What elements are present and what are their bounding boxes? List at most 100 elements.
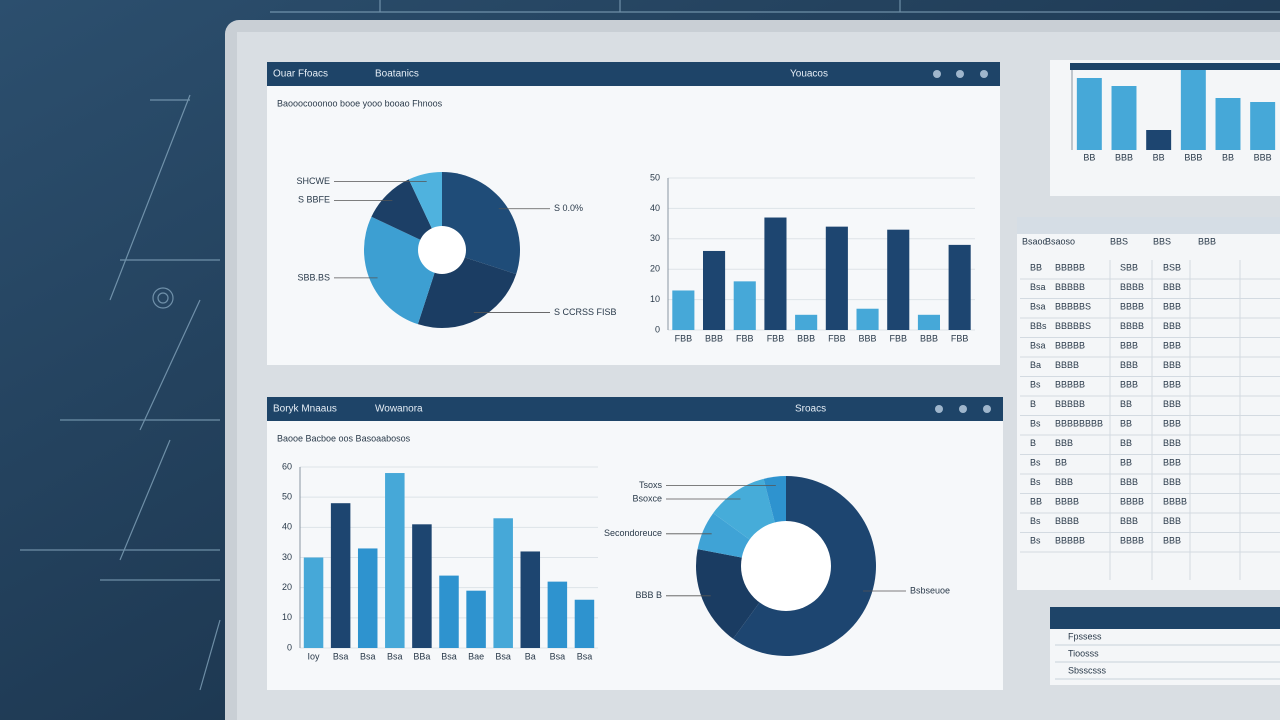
x-tick-label: BBB — [920, 333, 938, 343]
table-cell: BBBBBS — [1055, 321, 1091, 331]
table-cell: BBBB — [1055, 496, 1079, 506]
x-tick-label: BBB — [859, 333, 877, 343]
table-cell: BBB — [1120, 477, 1138, 487]
bar — [493, 518, 513, 648]
slice-label: S BBFE — [298, 195, 330, 205]
table-cell: BB — [1055, 457, 1067, 467]
y-tick-label: 10 — [650, 294, 660, 304]
table-cell: BBBBB — [1055, 340, 1085, 350]
y-tick-label: 30 — [282, 552, 292, 562]
y-tick-label: 40 — [282, 522, 292, 532]
table-cell: BB — [1030, 262, 1042, 272]
table-cell: BBB — [1163, 438, 1181, 448]
table-cell: BBB — [1163, 477, 1181, 487]
table-cell: BB — [1120, 418, 1132, 428]
table-cell: BBBBB — [1055, 282, 1085, 292]
table-cell: Bsa — [1030, 282, 1046, 292]
bar — [385, 473, 405, 648]
panel-title: Ouar Ffoacs — [273, 69, 328, 80]
bar — [1215, 98, 1241, 150]
header-icons — [933, 70, 988, 78]
table-cell: BB — [1120, 438, 1132, 448]
panel-title: Boryk Mnaaus — [273, 404, 337, 415]
table-cell: BBB — [1120, 340, 1138, 350]
panel-caption: Baooe Bacboe oos Basoaabosos — [277, 433, 411, 443]
table-cell: BBB — [1163, 360, 1181, 370]
table-cell: BBB — [1163, 399, 1181, 409]
bar — [887, 229, 910, 330]
table-cell: BBB — [1163, 340, 1181, 350]
x-tick-label: FBB — [675, 333, 693, 343]
table-cell: Bs — [1030, 477, 1041, 487]
table-toolbar — [1017, 217, 1280, 234]
x-tick-label: BBB — [797, 333, 815, 343]
pie-hole — [741, 521, 831, 611]
table-cell: Bsa — [1030, 340, 1046, 350]
bar — [303, 557, 324, 648]
table-header: BBS — [1110, 236, 1128, 246]
bar — [1250, 102, 1276, 150]
x-tick-label: BBB — [1184, 152, 1202, 162]
table-cell: BBBBBS — [1055, 301, 1091, 311]
table-cell: Bs — [1030, 418, 1041, 428]
table-cell: Bsa — [1030, 301, 1046, 311]
x-tick-label: BBB — [1254, 152, 1272, 162]
table-cell: BBB — [1163, 418, 1181, 428]
table-cell: BBs — [1030, 321, 1047, 331]
list-item: Tioosss — [1068, 648, 1099, 658]
panel-caption: Baooocooonoo booe yooo booao Fhnoos — [277, 98, 443, 108]
bar — [1180, 70, 1206, 150]
x-tick-label: Bsa — [441, 651, 457, 661]
blueprint-lines — [20, 0, 1280, 691]
table-cell: BBBB — [1120, 321, 1144, 331]
slice-label: BBB B — [635, 590, 662, 600]
x-tick-label: FBB — [828, 333, 846, 343]
table-cell: BBBB — [1055, 360, 1079, 370]
table-cell: B — [1030, 399, 1036, 409]
y-tick-label: 0 — [655, 324, 660, 334]
table-cell: BBBB — [1120, 535, 1144, 545]
table-cell: BSB — [1163, 262, 1181, 272]
bar — [412, 524, 432, 648]
x-tick-label: FBB — [951, 333, 969, 343]
y-tick-label: 20 — [650, 264, 660, 274]
panel-subtitle: Wowanora — [375, 404, 423, 415]
x-tick-label: BB — [1222, 152, 1234, 162]
table-cell: Bs — [1030, 516, 1041, 526]
x-tick-label: Bsa — [360, 651, 376, 661]
table-cell: Bs — [1030, 535, 1041, 545]
bar — [825, 226, 848, 330]
table-cell: BBB — [1163, 516, 1181, 526]
bar — [702, 250, 726, 330]
x-tick-label: Bae — [468, 651, 484, 661]
x-tick-label: BB — [1153, 152, 1165, 162]
bar — [547, 581, 568, 648]
table-cell: B — [1030, 438, 1036, 448]
list-item: Fpssess — [1068, 631, 1102, 641]
slice-label: Bsbseuoe — [910, 585, 950, 595]
table-header: Bsaoso — [1045, 236, 1075, 246]
table-cell: BB — [1120, 457, 1132, 467]
table-cell: BBBB — [1120, 496, 1144, 506]
y-tick-label: 50 — [282, 492, 292, 502]
y-tick-label: 40 — [650, 203, 660, 213]
table-cell: BBBBB — [1055, 399, 1085, 409]
x-tick-label: BBB — [1115, 152, 1133, 162]
x-tick-label: Ioy — [308, 651, 321, 661]
x-tick-label: Bsa — [577, 651, 593, 661]
table-cell: BBBB — [1120, 301, 1144, 311]
table-cell: BBB — [1163, 282, 1181, 292]
table-header: Bsaoc — [1022, 236, 1048, 246]
bar — [1111, 86, 1137, 150]
table-cell: BBB — [1163, 301, 1181, 311]
slice-label: SBB.BS — [297, 272, 330, 282]
table-cell: Bs — [1030, 457, 1041, 467]
bar — [948, 244, 971, 330]
x-tick-label: FBB — [767, 333, 785, 343]
table-cell: BBB — [1120, 379, 1138, 389]
panel-subtitle: Boatanics — [375, 69, 419, 80]
table-cell: BBBB — [1163, 496, 1187, 506]
table-cell: BBB — [1163, 321, 1181, 331]
mini-header — [1070, 63, 1280, 70]
